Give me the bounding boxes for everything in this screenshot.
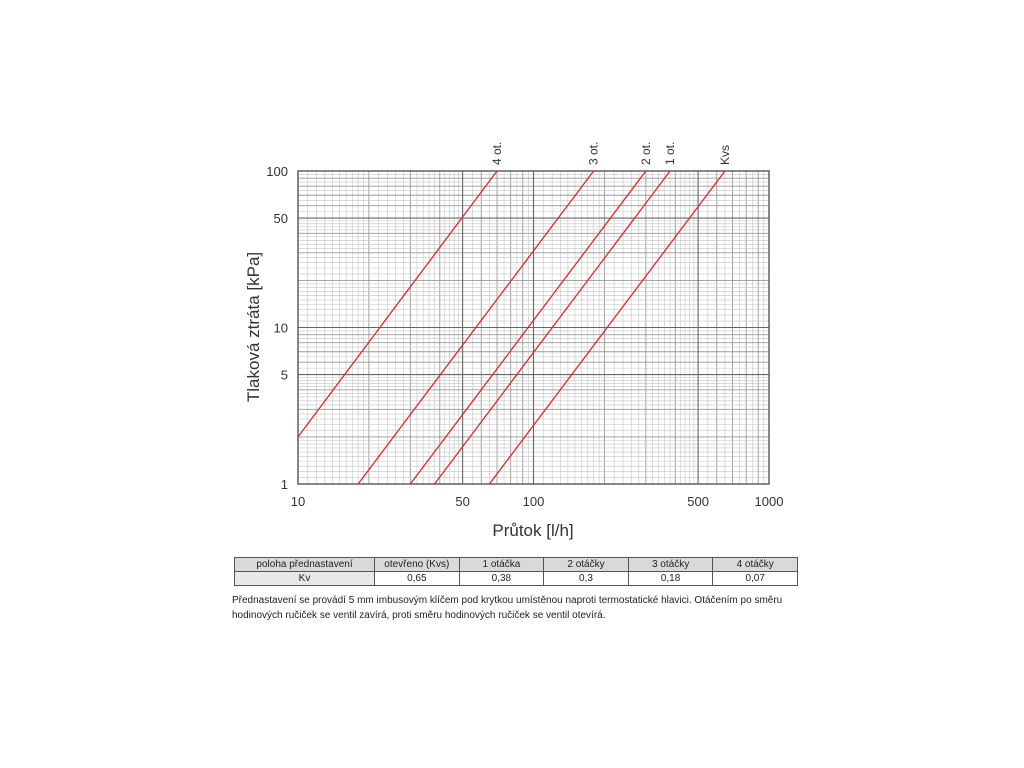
table-row-label: Kv: [234, 571, 375, 586]
table-header-row: poloha přednastavení otevřeno (Kvs) 1 ot…: [234, 557, 798, 572]
kv-table: poloha přednastavení otevřeno (Kvs) 1 ot…: [234, 557, 798, 586]
series-layer: 4 ot. 3 ot. 2 ot. 1 ot. Kvs: [297, 142, 732, 485]
table-row: Kv 0,65 0,38 0,3 0,18 0,07: [234, 571, 798, 586]
table-cell: 0,65: [374, 571, 460, 586]
series-label: 3 ot.: [587, 142, 601, 165]
x-axis-ticks: 10 50 100 500 1000: [291, 494, 784, 509]
x-axis-title: Průtok [l/h]: [492, 521, 573, 540]
y-tick-label: 5: [281, 368, 288, 383]
table-header-cell: 2 otáčky: [543, 557, 629, 572]
x-tick-label: 50: [455, 494, 469, 509]
x-tick-label: 10: [291, 494, 305, 509]
y-tick-label: 10: [274, 321, 288, 336]
series-line: [409, 170, 647, 485]
series-label: Kvs: [718, 145, 732, 165]
series-label: 1 ot.: [663, 142, 677, 165]
series-label: 4 ot.: [490, 142, 504, 165]
table-cell: 0,18: [627, 571, 714, 586]
table-cell: 0,3: [543, 571, 629, 586]
y-tick-label: 50: [274, 211, 288, 226]
series-line: [434, 170, 671, 485]
table-header-cell: poloha přednastavení: [234, 557, 375, 572]
x-tick-label: 100: [523, 494, 545, 509]
series-line: [297, 170, 498, 438]
x-tick-label: 500: [687, 494, 709, 509]
x-tick-label: 1000: [755, 494, 784, 509]
plot-frame: [297, 170, 770, 485]
table-header-cell: 4 otáčky: [712, 557, 798, 572]
table-cell: 0,38: [458, 571, 545, 586]
y-tick-label: 1: [281, 477, 288, 492]
grid-major: [298, 171, 769, 484]
series-label: 2 ot.: [639, 142, 653, 165]
table-cell: 0,07: [712, 571, 798, 586]
series-line: [488, 170, 726, 485]
y-axis-ticks: 1 5 10 50 100: [266, 164, 288, 492]
table-header-cell: 1 otáčka: [458, 557, 545, 572]
y-axis-title: Tlaková ztráta [kPa]: [244, 252, 263, 402]
y-tick-label: 100: [266, 164, 288, 179]
table-header-cell: otevřeno (Kvs): [374, 557, 460, 572]
series-line: [357, 170, 595, 485]
preset-note: Přednastavení se provádí 5 mm imbusovým …: [232, 595, 783, 621]
table-header-cell: 3 otáčky: [627, 557, 714, 572]
